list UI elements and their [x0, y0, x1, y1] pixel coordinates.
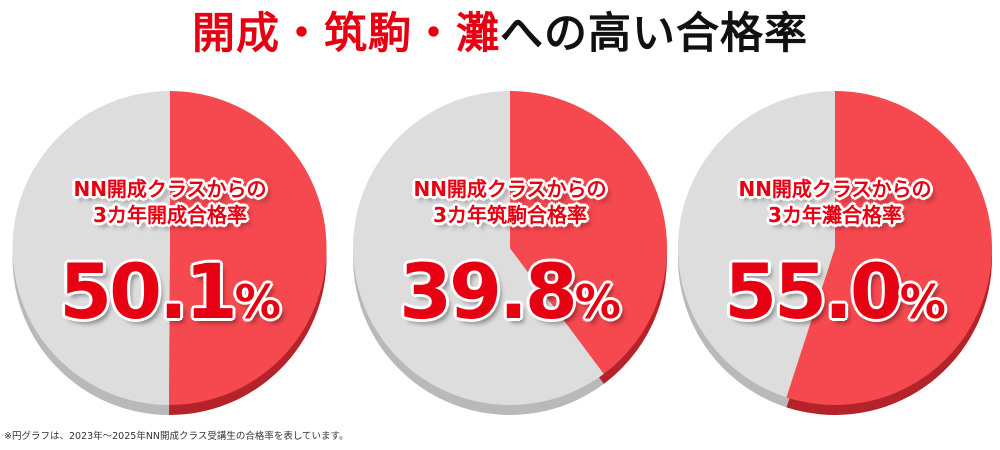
pie-label-line1: NN開成クラスからの [738, 177, 932, 201]
pie-svg [353, 91, 668, 415]
title-schools: 開成・筑駒・灘 [192, 9, 500, 59]
pie-value-number: 55.0 [724, 247, 903, 336]
pie-chart-kaisei: NN開成クラスからの 3カ年開成合格率 50.1% [5, 88, 335, 428]
pie-value-number: 39.8 [399, 247, 578, 336]
pie-slice-value [786, 91, 992, 405]
pie-value-number: 50.1 [59, 247, 238, 336]
pie-svg [677, 91, 992, 415]
pie-value-unit: % [234, 275, 281, 329]
pie-chart-nada: NN開成クラスからの 3カ年灘合格率 55.0% [670, 88, 1000, 428]
pie-label-line2: 3カ年筑駒合格率 [433, 203, 587, 227]
footnote: ※円グラフは、2023年〜2025年NN開成クラス受講生の合格率を表しています。 [4, 431, 349, 442]
pie-slice-rest [677, 91, 835, 398]
pie-slice-rest [12, 90, 171, 405]
pie-value-unit: % [574, 275, 621, 329]
pie-value: 39.8% [345, 244, 675, 350]
pie-value-unit: % [899, 275, 946, 329]
pie-label-line2: 3カ年灘合格率 [768, 203, 902, 227]
pie-label-line1: NN開成クラスからの [413, 177, 607, 201]
pie-label-line2: 3カ年開成合格率 [93, 203, 247, 227]
pie-value: 50.1% [5, 244, 335, 350]
page-title: 開成・筑駒・灘への高い合格率 [0, 2, 1000, 66]
pie-slice-value [169, 91, 327, 406]
pie-svg [12, 90, 327, 416]
pie-chart-tsukukoma: NN開成クラスからの 3カ年筑駒合格率 39.8% [345, 88, 675, 428]
title-suffix: への高い合格率 [500, 9, 808, 59]
pie-value: 55.0% [670, 244, 1000, 350]
pie-slice-value [510, 91, 668, 374]
pie-slice-rest [353, 91, 604, 405]
pie-label-line1: NN開成クラスからの [73, 177, 267, 201]
